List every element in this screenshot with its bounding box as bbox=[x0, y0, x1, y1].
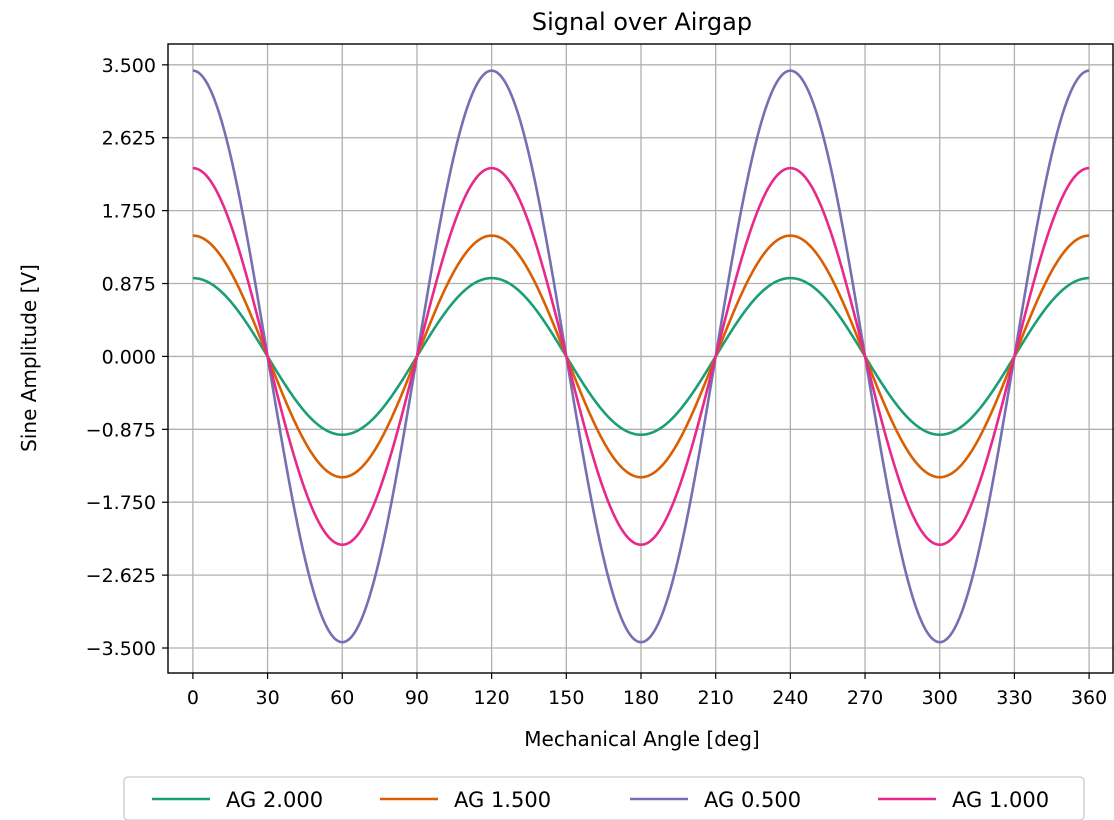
legend-label-ag-0-500: AG 0.500 bbox=[704, 788, 801, 812]
x-tick-label: 60 bbox=[330, 687, 354, 709]
x-tick-label: 180 bbox=[623, 687, 659, 709]
y-tick-label: 2.625 bbox=[102, 128, 156, 150]
legend: AG 2.000 AG 1.500 AG 0.500 AG 1.000 bbox=[123, 776, 1085, 820]
y-tick-label: −2.625 bbox=[86, 565, 156, 587]
legend-frame bbox=[123, 776, 1085, 820]
y-tick-label: 1.750 bbox=[102, 201, 156, 223]
y-tick-label: −0.875 bbox=[86, 419, 156, 441]
series-line-ag-2-000 bbox=[192, 276, 1090, 437]
x-tick-label: 360 bbox=[1071, 687, 1107, 709]
legend-label-ag-1-000: AG 1.000 bbox=[952, 788, 1049, 812]
ticks: 0 30 60 90 120 150 180 210 240 270 300 330 360 3.500 2… bbox=[86, 55, 1108, 709]
x-tick-label: 240 bbox=[772, 687, 808, 709]
legend-label-ag-1-500: AG 1.500 bbox=[454, 788, 551, 812]
x-tick-label: 210 bbox=[698, 687, 734, 709]
x-tick-label: 330 bbox=[996, 687, 1032, 709]
series-line-ag-1-000 bbox=[192, 166, 1090, 546]
x-tick-label: 90 bbox=[405, 687, 429, 709]
chart-title: Signal over Airgap bbox=[532, 8, 752, 36]
x-tick-label: 300 bbox=[922, 687, 958, 709]
x-tick-label: 150 bbox=[548, 687, 584, 709]
y-tick-label: 0.000 bbox=[102, 346, 156, 368]
series-line-ag-1-500 bbox=[192, 234, 1090, 479]
x-tick-label: 30 bbox=[255, 687, 279, 709]
x-axis-label: Mechanical Angle [deg] bbox=[524, 727, 759, 751]
legend-label-ag-2-000: AG 2.000 bbox=[226, 788, 323, 812]
x-tick-label: 120 bbox=[473, 687, 509, 709]
y-tick-label: 3.500 bbox=[102, 55, 156, 77]
y-tick-label: 0.875 bbox=[102, 274, 156, 296]
x-tick-label: 270 bbox=[847, 687, 883, 709]
grid bbox=[168, 44, 1114, 673]
series-line-ag-0-500 bbox=[192, 69, 1090, 644]
series-layer bbox=[192, 69, 1090, 644]
y-tick-label: −3.500 bbox=[86, 638, 156, 660]
y-axis-label: Sine Amplitude [V] bbox=[17, 264, 41, 452]
y-tick-label: −1.750 bbox=[86, 492, 156, 514]
x-tick-label: 0 bbox=[187, 687, 199, 709]
